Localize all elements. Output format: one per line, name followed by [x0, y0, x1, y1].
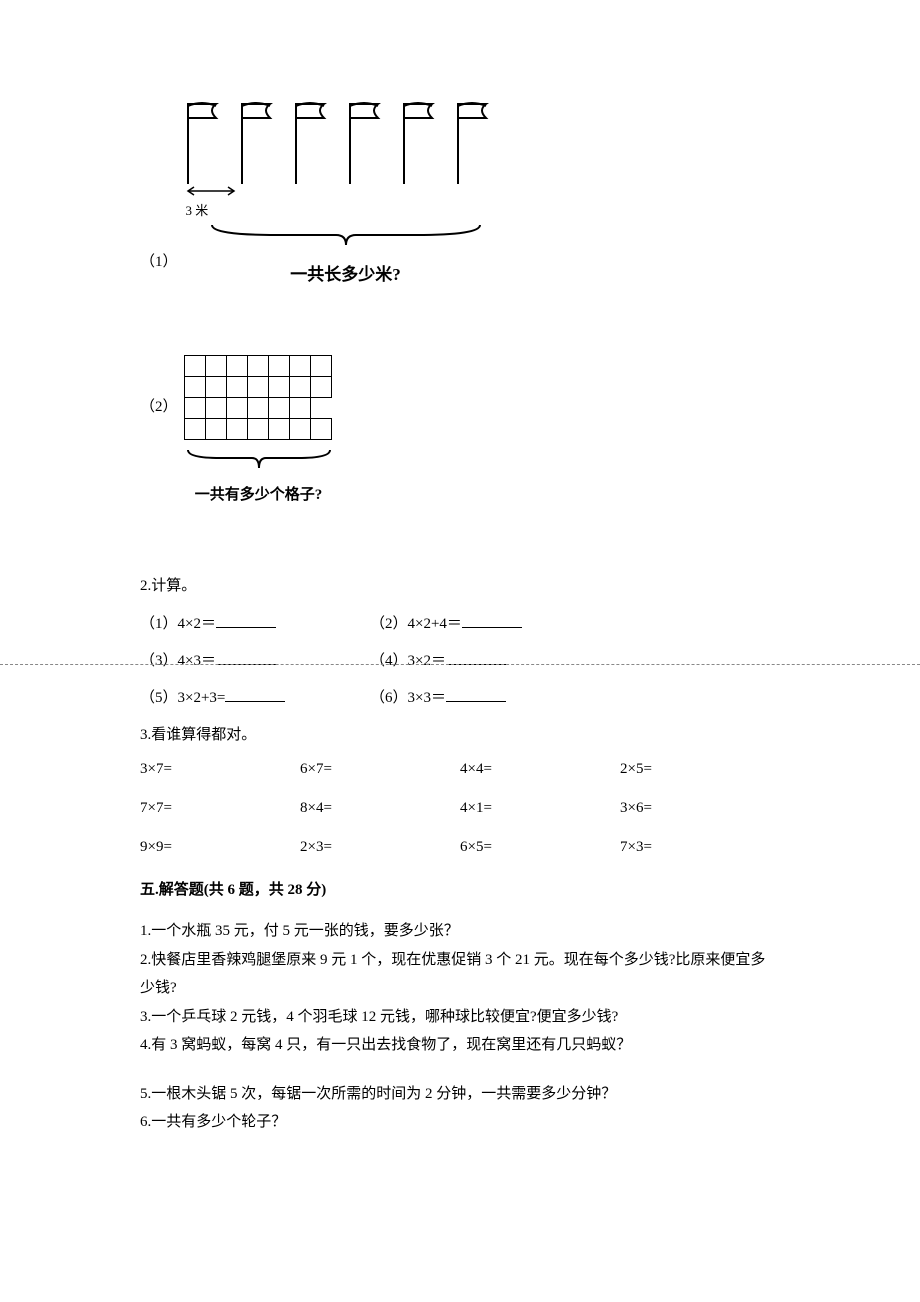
- wp-1: 1.一个水瓶 35 元，付 5 元一张的钱，要多少张？: [140, 917, 780, 946]
- mult-3-4: 7×3=: [620, 839, 780, 856]
- mult-3-2: 2×3=: [300, 839, 460, 856]
- flags-figure: 3 米 一共长多少米?: [184, 100, 508, 285]
- spacing-label: 3 米: [186, 200, 508, 219]
- mult-2-1: 7×7=: [140, 800, 300, 817]
- wp-blank: [140, 1060, 780, 1080]
- mult-3-3: 6×5=: [460, 839, 620, 856]
- wp-5: 5.一根木头锯 5 次，每锯一次所需的时间为 2 分钟，一共需要多少分钟？: [140, 1080, 780, 1109]
- calc-row-3: （5）3×2+3= （6）3×3＝: [140, 686, 780, 707]
- mult-2-4: 3×6=: [620, 800, 780, 817]
- word-problems: 1.一个水瓶 35 元，付 5 元一张的钱，要多少张？ 2.快餐店里香辣鸡腿堡原…: [140, 917, 780, 1137]
- wp-4: 4.有 3 窝蚂蚁，每窝 4 只，有一只出去找食物了，现在窝里还有几只蚂蚁？: [140, 1031, 780, 1060]
- brace-2: [184, 446, 334, 477]
- mult-1-2: 6×7=: [300, 761, 460, 778]
- calc-2a: （3）4×3＝: [140, 653, 216, 669]
- mult-1-4: 2×5=: [620, 761, 780, 778]
- problem-1-label: （1）: [140, 100, 178, 271]
- flag-1: [184, 100, 238, 184]
- blank: [216, 614, 276, 628]
- calc-3a: （5）3×2+3=: [140, 690, 225, 706]
- blank: [216, 651, 276, 665]
- grid-table: [184, 355, 332, 440]
- flag-2: [238, 100, 292, 184]
- calc-1b: （2）4×2+4＝: [370, 616, 462, 632]
- calc-row-1: （1）4×2＝ （2）4×2+4＝: [140, 612, 780, 633]
- flags-row: [184, 100, 508, 184]
- problem-2-caption: 一共有多少个格子?: [184, 483, 334, 504]
- calc-1a: （1）4×2＝: [140, 616, 216, 632]
- calc-row-2: （3）4×3＝ （4）3×2＝: [140, 649, 780, 670]
- mult-3-1: 9×9=: [140, 839, 300, 856]
- problem-1: （1） 3 米 一共长多少米?: [140, 100, 780, 285]
- all-correct-title: 3.看谁算得都对。: [140, 723, 780, 747]
- brace-1: [184, 219, 508, 254]
- blank: [462, 614, 522, 628]
- wp-6: 6.一共有多少个轮子？: [140, 1108, 780, 1137]
- mult-row-1: 3×7= 6×7= 4×4= 2×5=: [140, 761, 780, 778]
- grid-figure: 一共有多少个格子?: [184, 355, 334, 504]
- problem-2: （2） 一共有多少个格子?: [140, 355, 780, 504]
- mult-2-2: 8×4=: [300, 800, 460, 817]
- flag-5: [400, 100, 454, 184]
- mult-row-3: 9×9= 2×3= 6×5= 7×3=: [140, 839, 780, 856]
- spacing-arrow: [184, 185, 238, 197]
- section-5-title: 五.解答题(共 6 题，共 28 分): [140, 878, 780, 899]
- calc-2b: （4）3×2＝: [370, 653, 446, 669]
- problem-2-label: （2）: [140, 355, 178, 416]
- wp-3: 3.一个乒乓球 2 元钱，4 个羽毛球 12 元钱，哪种球比较便宜?便宜多少钱?: [140, 1003, 780, 1032]
- flag-3: [292, 100, 346, 184]
- calc-3b: （6）3×3＝: [370, 690, 446, 706]
- flag-4: [346, 100, 400, 184]
- mult-2-3: 4×1=: [460, 800, 620, 817]
- problem-1-caption: 一共长多少米?: [184, 260, 508, 285]
- mult-1-3: 4×4=: [460, 761, 620, 778]
- blank: [446, 688, 506, 702]
- mult-1-1: 3×7=: [140, 761, 300, 778]
- page-divider-dotted: [0, 664, 920, 665]
- blank: [446, 651, 506, 665]
- blank: [225, 688, 285, 702]
- calc-title: 2.计算。: [140, 574, 780, 598]
- flag-6: [454, 100, 508, 184]
- mult-row-2: 7×7= 8×4= 4×1= 3×6=: [140, 800, 780, 817]
- wp-2: 2.快餐店里香辣鸡腿堡原来 9 元 1 个，现在优惠促销 3 个 21 元。现在…: [140, 946, 780, 1003]
